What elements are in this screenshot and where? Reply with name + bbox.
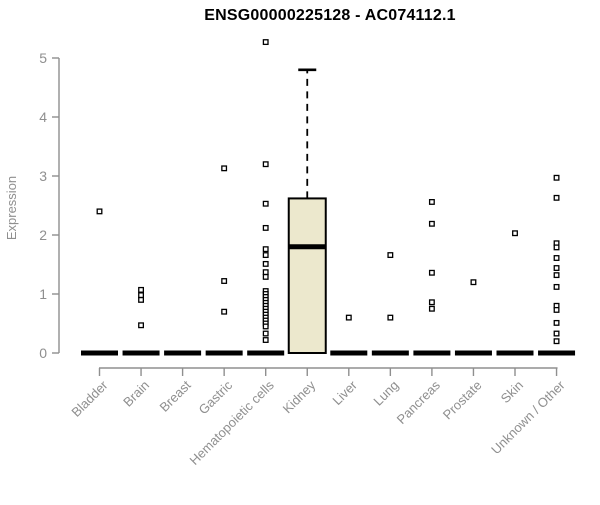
outlier-point	[262, 330, 269, 337]
zero-median-bar	[413, 350, 451, 356]
outlier-point	[262, 200, 269, 207]
zero-median-bar	[81, 350, 118, 356]
outlier-point	[221, 165, 228, 172]
outlier-point	[512, 230, 518, 237]
y-tick-label: 4	[39, 109, 47, 125]
outlier-point	[428, 220, 435, 227]
outlier-point	[221, 278, 228, 284]
outlier-point	[553, 306, 560, 313]
box-kidney	[287, 197, 327, 354]
outlier-point	[553, 283, 560, 290]
outlier-point	[553, 174, 560, 181]
zero-median-bar	[538, 350, 576, 356]
outlier-point	[138, 292, 144, 299]
y-axis-title: Expression	[4, 175, 19, 241]
chart-title: ENSG00000225128 - AC074112.1	[204, 7, 456, 24]
outlier-point	[553, 338, 560, 345]
zero-median-bar	[205, 350, 243, 356]
y-tick-label: 3	[39, 168, 47, 184]
outlier-point	[262, 260, 269, 267]
outlier-point	[470, 279, 477, 286]
outlier-point	[262, 246, 269, 253]
x-category-label: Pancreas	[394, 377, 444, 427]
zero-median-bar	[496, 350, 534, 356]
outlier-point	[262, 39, 269, 46]
outlier-point	[428, 269, 435, 276]
outlier-point	[138, 322, 144, 329]
zero-median-bar	[454, 350, 492, 356]
outlier-point	[262, 161, 269, 168]
x-category-label: Kidney	[280, 377, 319, 416]
outlier-point	[428, 299, 435, 306]
x-category-label: Unknown / Other	[488, 377, 568, 457]
outlier-point	[553, 272, 560, 279]
outlier-point	[138, 286, 144, 293]
outlier-point	[553, 319, 560, 326]
x-category-label: Liver	[329, 377, 360, 408]
outlier-point	[553, 330, 560, 337]
outlier-point	[96, 208, 103, 215]
y-tick-label: 1	[39, 286, 47, 302]
outlier-point	[387, 314, 394, 321]
y-tick-label: 2	[39, 227, 47, 243]
zero-median-bar	[164, 350, 202, 356]
x-category-label: Brain	[120, 378, 152, 410]
outlier-point	[262, 273, 269, 280]
zero-median-bar	[330, 350, 368, 356]
outlier-point	[262, 252, 269, 259]
outlier-point	[221, 308, 228, 315]
zero-median-bar	[247, 350, 285, 356]
x-category-label: Prostate	[440, 378, 485, 423]
x-category-label: Lung	[370, 378, 401, 409]
outlier-point	[262, 337, 269, 343]
outlier-point	[553, 194, 560, 201]
outlier-point	[553, 255, 560, 261]
outlier-point	[262, 269, 269, 276]
outlier-point	[262, 323, 269, 330]
y-tick-label: 0	[39, 345, 47, 361]
outlier-point	[428, 199, 435, 205]
outlier-point	[262, 224, 269, 231]
y-tick-label: 5	[39, 50, 47, 66]
zero-median-bar	[122, 350, 160, 356]
x-category-label: Breast	[157, 377, 194, 414]
zero-median-bar	[371, 350, 409, 356]
x-category-label: Bladder	[68, 377, 111, 420]
outlier-point	[345, 314, 352, 321]
x-category-label: Skin	[498, 378, 526, 406]
outlier-point	[138, 296, 144, 303]
outlier-point	[553, 244, 560, 251]
x-category-label: Gastric	[196, 377, 236, 417]
outlier-point	[553, 265, 560, 271]
outlier-point	[387, 252, 394, 259]
outlier-point	[428, 305, 435, 312]
